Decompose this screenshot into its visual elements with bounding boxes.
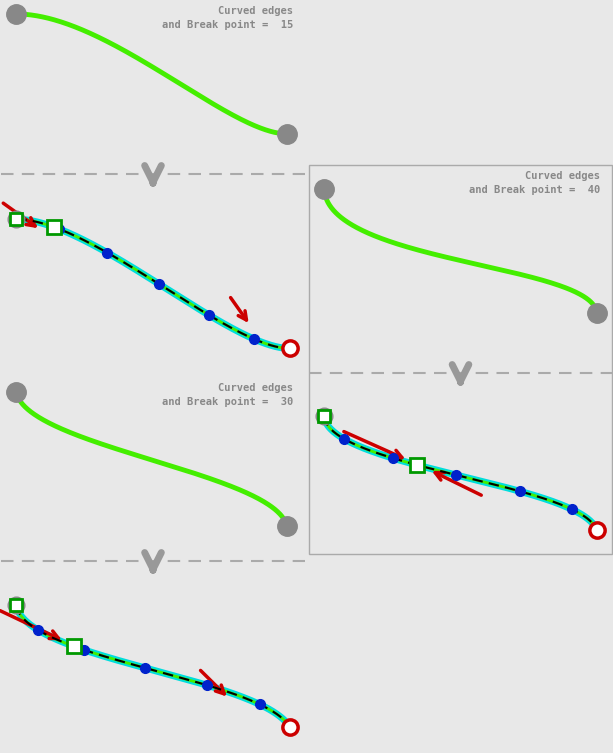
Text: Curved edges
and Break point =  40: Curved edges and Break point = 40: [468, 171, 600, 195]
Text: Curved edges
and Break point =  30: Curved edges and Break point = 30: [162, 383, 293, 407]
Text: Curved edges
and Break point =  15: Curved edges and Break point = 15: [162, 6, 293, 30]
